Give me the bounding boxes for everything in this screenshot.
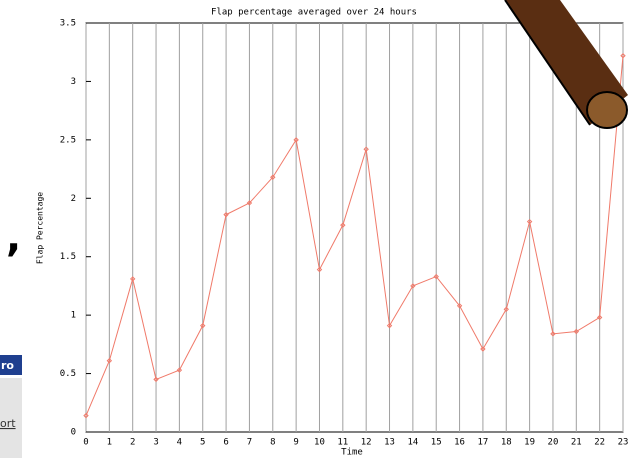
y-axis-label: Flap Percentage — [36, 192, 45, 264]
y-tick-label: 0 — [71, 428, 76, 438]
x-tick-label: 1 — [107, 438, 112, 448]
x-tick-label: 18 — [501, 438, 512, 448]
x-tick-label: 14 — [407, 438, 418, 448]
x-tick-label: 23 — [618, 438, 628, 448]
x-tick-label: 6 — [223, 438, 228, 448]
x-tick-label: 21 — [571, 438, 582, 448]
y-tick-label: 2 — [71, 194, 76, 204]
page: , ro ort Flap percentage averaged over 2… — [0, 0, 628, 458]
x-tick-label: 4 — [177, 438, 182, 448]
x-tick-label: 9 — [293, 438, 298, 448]
y-tick-label: 1 — [71, 311, 76, 321]
bg-fragment: , — [6, 215, 21, 261]
y-tick-label: 3.5 — [60, 19, 76, 29]
y-tick-label: 2.5 — [60, 135, 76, 145]
x-tick-label: 7 — [247, 438, 252, 448]
x-tick-label: 2 — [130, 438, 135, 448]
y-tick-label: 1.5 — [60, 252, 76, 262]
x-tick-label: 11 — [337, 438, 348, 448]
decoration-cylinder — [505, 0, 628, 128]
x-axis-label: Time — [341, 448, 363, 458]
plot-frame — [86, 23, 623, 432]
x-tick-label: 13 — [384, 438, 395, 448]
y-tick-label: 0.5 — [60, 369, 76, 379]
chart: , ro ort Flap percentage averaged over 2… — [0, 0, 628, 458]
data-line — [86, 56, 623, 416]
x-tick-label: 0 — [83, 438, 88, 448]
x-tick-label: 16 — [454, 438, 465, 448]
bg-link[interactable]: ort — [0, 417, 16, 430]
x-tick-label: 22 — [594, 438, 605, 448]
x-tick-label: 17 — [477, 438, 488, 448]
x-tick-label: 5 — [200, 438, 205, 448]
x-tick-label: 8 — [270, 438, 275, 448]
x-tick-label: 20 — [548, 438, 559, 448]
chart-title: Flap percentage averaged over 24 hours — [211, 8, 417, 18]
x-tick-label: 10 — [314, 438, 325, 448]
y-tick-label: 3 — [71, 77, 76, 87]
x-tick-label: 19 — [524, 438, 535, 448]
x-tick-label: 3 — [153, 438, 158, 448]
x-tick-label: 15 — [431, 438, 442, 448]
x-tick-label: 12 — [361, 438, 372, 448]
bg-button-label[interactable]: ro — [1, 359, 14, 372]
